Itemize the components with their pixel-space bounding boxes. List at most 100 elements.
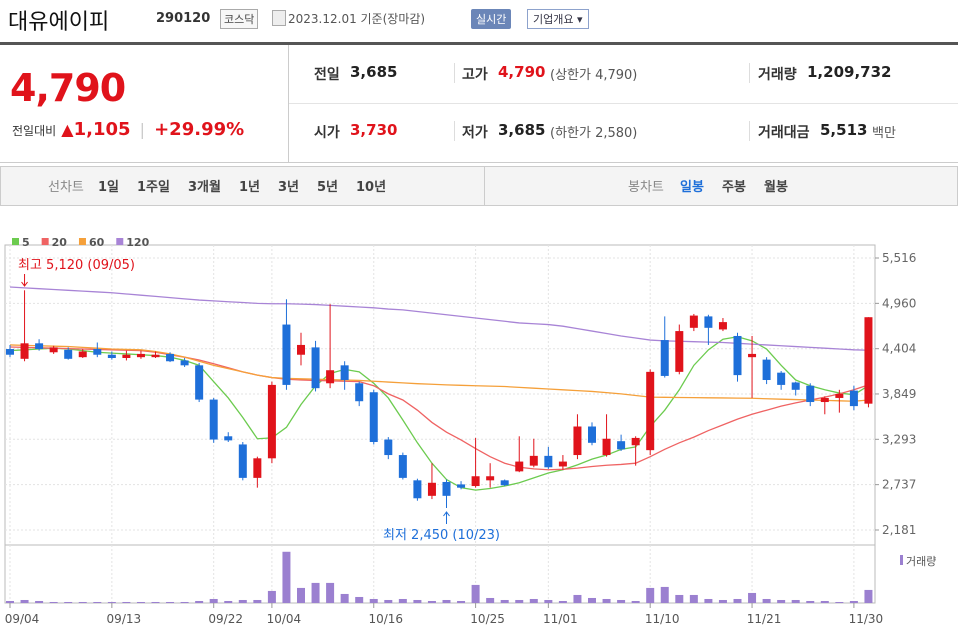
- volume-bar: [573, 594, 582, 603]
- candle-body: [107, 354, 116, 358]
- y-tick-label: 4,404: [882, 342, 916, 356]
- tab[interactable]: 주봉: [722, 180, 746, 195]
- candle-body: [748, 353, 757, 358]
- candle-body: [267, 384, 276, 459]
- candle-body: [6, 349, 14, 355]
- overview-button[interactable]: 기업개요 ▾: [527, 9, 589, 29]
- volume-bar: [151, 601, 160, 603]
- volume-bar: [78, 601, 87, 603]
- candle-body: [515, 461, 524, 472]
- candle-body: [675, 331, 684, 372]
- candle-body: [166, 353, 175, 362]
- candle-body: [122, 354, 131, 358]
- x-tick-label: 11/21: [747, 612, 782, 626]
- volume-bar: [209, 598, 218, 603]
- candle-body: [384, 439, 393, 456]
- legend-swatch: [116, 238, 124, 245]
- volume-bar: [544, 599, 553, 603]
- candle-body: [849, 390, 858, 407]
- volume-bar: [267, 590, 276, 603]
- volume-bar: [471, 584, 480, 603]
- volume-bar: [646, 587, 655, 603]
- quote-value: 5,513: [820, 121, 868, 139]
- row-line: [289, 103, 958, 104]
- tab[interactable]: 월봉: [764, 180, 788, 195]
- tab[interactable]: 3년: [278, 180, 300, 195]
- chart: 5,516 4,960 4,404 3,849 3,293 2,737 2,181 09/04…: [4, 236, 936, 626]
- volume-bar: [107, 601, 116, 603]
- volume-bar: [35, 600, 44, 603]
- candle-body: [311, 347, 320, 389]
- candle-body: [646, 371, 655, 451]
- candle-body: [427, 482, 436, 496]
- quote-key: 거래대금: [758, 125, 810, 141]
- volume-bar: [500, 599, 509, 603]
- low-annotation: 최저 2,450 (10/23): [383, 528, 500, 543]
- y-tick-label: 2,181: [882, 523, 916, 537]
- y-tick-label: 3,849: [882, 387, 916, 401]
- quote-key: 전일: [314, 67, 340, 83]
- x-tick-label: 10/25: [470, 612, 505, 626]
- change: 1,105: [73, 119, 131, 140]
- candle-body: [297, 344, 305, 355]
- candle-body: [588, 426, 596, 443]
- volume-bar: [282, 551, 291, 603]
- candle-body: [864, 317, 873, 404]
- candle-body: [457, 484, 466, 488]
- volume-bar: [253, 599, 262, 603]
- ma-line: [9, 346, 869, 471]
- volume-bar: [660, 586, 669, 603]
- volume-legend-swatch: [900, 555, 903, 565]
- volume-bar: [166, 601, 175, 603]
- candle-body: [660, 340, 669, 376]
- candle-body: [20, 343, 29, 359]
- quote-value: 1,209,732: [807, 63, 892, 81]
- tab[interactable]: 1년: [239, 180, 261, 195]
- tab-kind: 선차트: [48, 180, 84, 195]
- candle-body: [340, 365, 349, 381]
- candle-body: [238, 444, 247, 478]
- divider: [0, 42, 958, 45]
- up-icon: ▲: [61, 120, 74, 139]
- volume-bar: [384, 599, 393, 603]
- legend-swatch: [12, 238, 19, 245]
- candle-body: [369, 392, 378, 442]
- y-tick-label: 2,737: [882, 478, 916, 492]
- stock-code: 290120: [156, 11, 211, 26]
- candle-body: [835, 393, 844, 398]
- tab[interactable]: 1일: [98, 180, 120, 195]
- volume-bar: [122, 601, 131, 603]
- ma-line: [9, 286, 869, 351]
- volume-bar: [835, 601, 844, 603]
- candle-body: [64, 349, 73, 359]
- tab[interactable]: 3개월: [188, 180, 221, 195]
- candle-body: [282, 324, 291, 385]
- volume-bar: [180, 601, 189, 603]
- volume-bar: [704, 598, 713, 603]
- legend-label: 120: [126, 236, 149, 249]
- volume-bar: [136, 601, 145, 603]
- candle-body: [617, 441, 626, 450]
- candle-body: [253, 458, 262, 478]
- change-row: 전일대비 ▲1,105 | +29.99%: [12, 119, 245, 140]
- candle-body: [49, 347, 58, 353]
- quote-value: 4,790: [498, 63, 546, 81]
- candle-body: [602, 438, 611, 456]
- candle-body: [78, 351, 87, 358]
- tab[interactable]: 10년: [356, 180, 387, 195]
- tab[interactable]: 1주일: [137, 180, 170, 195]
- y-tick-label: 3,293: [882, 432, 916, 446]
- candle-body: [733, 335, 742, 376]
- quote-table: [289, 45, 958, 163]
- candle-body: [209, 399, 218, 440]
- volume-bar: [369, 598, 378, 603]
- tab[interactable]: 일봉: [680, 180, 704, 195]
- realtime-button[interactable]: 실시간: [471, 9, 512, 29]
- volume-bar: [427, 600, 436, 603]
- volume-bar: [238, 599, 247, 603]
- candle-body: [136, 353, 145, 358]
- candle-body: [573, 426, 582, 456]
- candle-body: [500, 480, 509, 486]
- tab[interactable]: 5년: [317, 180, 339, 195]
